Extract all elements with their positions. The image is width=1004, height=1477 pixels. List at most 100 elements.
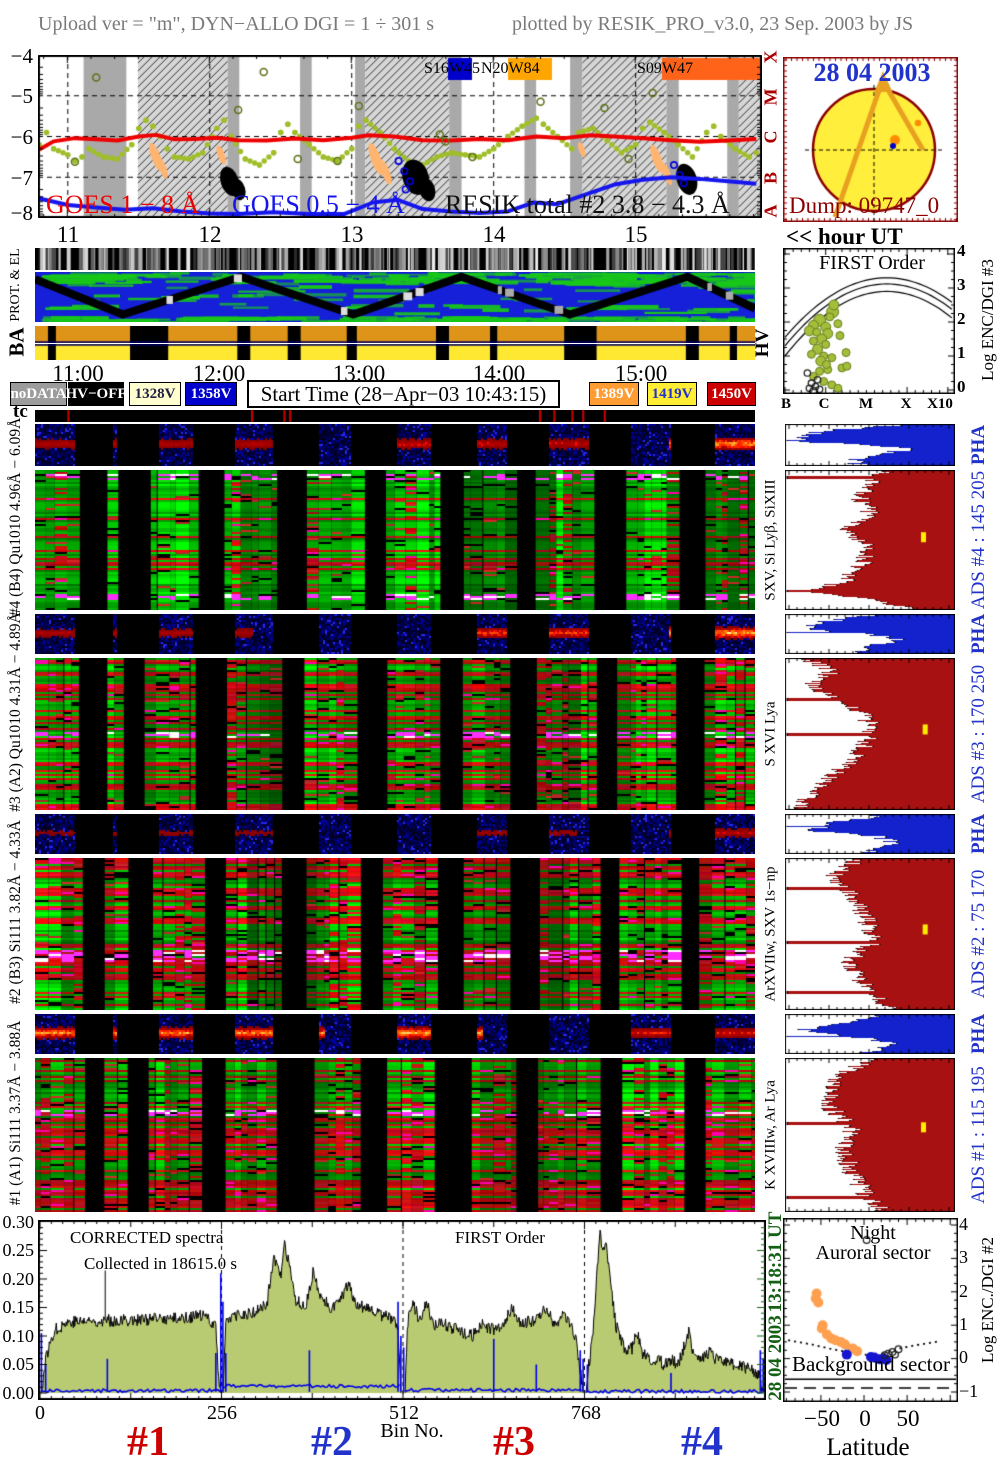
aurora-ytick: −1: [959, 1381, 979, 1401]
pha-label-ch3: PHA: [968, 613, 989, 655]
aurora-ylabel: Log ENC./DGI #2: [978, 1236, 997, 1364]
sun-disk-panel: [783, 57, 958, 222]
spectrum-ytick: 0.25: [2, 1240, 35, 1260]
tc-strip: [35, 410, 755, 422]
histogram-ch3-ads: [785, 658, 955, 810]
legend-box-text: HV−OFF: [65, 385, 127, 402]
histogram-ch1-pha: [785, 1014, 955, 1054]
fo-ylabel: Log ENC/DGI #3: [978, 259, 997, 381]
aurora-ytick: 4: [959, 1214, 968, 1234]
hour-tick: 12: [198, 222, 222, 247]
fo-ytick: 1: [957, 343, 966, 362]
goes-ytick: −6: [10, 125, 33, 149]
legend-goes-1-8: GOES 1 − 8 Å: [46, 190, 200, 219]
histogram-ch3-pha: [785, 614, 955, 654]
time-tick: 15:00: [614, 361, 668, 386]
spectrogram-ch4-pha: [35, 424, 755, 466]
spectrogram-ch3-main: [35, 658, 755, 810]
fo-xtick: M: [858, 396, 874, 412]
fo-xtick: C: [818, 396, 830, 412]
spectrogram-ch4-main: [35, 470, 755, 610]
histogram-ch2-pha: [785, 814, 955, 854]
goes-ytick: −8: [10, 201, 33, 225]
fo-ytick: 0: [957, 377, 966, 396]
goes-class-c: C: [760, 130, 781, 144]
goes-class-m: M: [760, 88, 781, 106]
channel-label-ch4: #4 (B4) Qu1010 4.96Å − 6.09Å: [7, 417, 24, 617]
tc-label: tc: [13, 401, 28, 422]
pha-label-ch2: PHA: [968, 813, 989, 855]
hour-ut-label: << hour UT: [786, 224, 903, 249]
spectrogram-ch2-pha: [35, 814, 755, 854]
background-sector-label: Background sector: [791, 1352, 951, 1376]
hour-tick: 14: [482, 222, 506, 247]
header-plotted-by: plotted by RESIK_PRO_v3.0, 23 Sep. 2003 …: [512, 13, 914, 35]
ads-label-ch3: ADS #3 : 170 250: [968, 664, 989, 804]
line-ids-ch4: SXV, Si Lyβ, SiXIII: [762, 479, 779, 601]
legend-box-1328v: 1328V: [129, 382, 181, 406]
legend-box-text: 1328V: [134, 385, 176, 402]
spectrum-ytick: 0.10: [2, 1326, 35, 1346]
spectrogram-ch3-pha: [35, 614, 755, 654]
corrected-spectra-label: CORRECTED spectra: [70, 1228, 224, 1247]
legend-box-hv-off: HV−OFF: [65, 382, 127, 406]
aurora-ytick: 0: [959, 1347, 968, 1367]
legend-resik-total: RESIK total #2 3.8 − 4.3 Å: [445, 190, 730, 219]
aurora-xtick: 50: [896, 1406, 920, 1431]
aurora-ytick: 3: [959, 1247, 968, 1267]
fo-xtick: X: [900, 396, 912, 412]
legend-box-text: 1419V: [651, 385, 693, 402]
corrected-spectra-chart: [38, 1220, 766, 1400]
channel-label-ch3: #3 (A2) Qu1010 4.31Å − 4.89Å: [7, 612, 24, 812]
ads-label-ch1: ADS #1 : 115 195: [968, 1066, 989, 1204]
aurora-ytick: 2: [959, 1281, 968, 1301]
spectrogram-ch2-main: [35, 858, 755, 1010]
ba-strip-yellow: [35, 344, 755, 360]
goes-class-b: B: [760, 171, 781, 185]
hour-tick: 15: [624, 222, 648, 247]
legend-box-1419v: 1419V: [647, 382, 697, 406]
goes-class-x: X: [760, 50, 781, 64]
spectrum-ytick: 0.30: [2, 1212, 35, 1232]
histogram-ch4-ads: [785, 470, 955, 610]
pha-label-ch1: PHA: [968, 1013, 989, 1055]
ads-label-ch2: ADS #2 : 75 170: [968, 869, 989, 999]
legend-box-text: 1450V: [711, 385, 752, 402]
fo-xtick: B: [780, 396, 792, 412]
legend-box-text: 1389V: [593, 385, 635, 402]
first-order-title: FIRST Order: [819, 252, 925, 274]
fo-xtick: X10: [927, 396, 953, 412]
time-tick: 12:00: [192, 361, 246, 386]
hour-tick: 11: [56, 222, 80, 247]
legend-box-1450v: 1450V: [707, 382, 756, 406]
spectrum-xtick: 0: [35, 1402, 45, 1424]
bin-no-label: Bin No.: [380, 1420, 444, 1442]
aurora-ytick: 1: [959, 1314, 968, 1334]
goes-ytick: −4: [10, 44, 33, 68]
flare-label: S09W47: [637, 60, 693, 77]
start-time-text: Start Time (28−Apr−03 10:43:15): [260, 381, 547, 406]
histogram-ch1-ads: [785, 1058, 955, 1212]
section-label-3: #3: [493, 1419, 535, 1465]
spectrum-ytick: 0.15: [2, 1297, 35, 1317]
fo-ytick: 4: [957, 241, 966, 260]
aurora-scatter: [783, 1218, 958, 1402]
line-ids-ch2: ArXVIIw, SXV 1s−np: [762, 866, 779, 1002]
goes-ytick: −5: [10, 84, 33, 108]
flare-label: N20W84: [481, 60, 540, 77]
spectrogram-ch1-pha: [35, 1014, 755, 1054]
ads-label-ch4: ADS #4 : 145 205: [968, 470, 989, 610]
spectrum-ytick: 0.05: [2, 1354, 35, 1374]
spectrum-xtick: 256: [207, 1402, 237, 1424]
goes-class-a: A: [760, 204, 781, 218]
aurora-title-sector: Auroral sector: [815, 1242, 931, 1264]
legend-box-1389v: 1389V: [589, 382, 639, 406]
spectrum-ytick: 0.00: [2, 1383, 35, 1403]
ba-label: BA: [4, 327, 29, 357]
collected-time-label: Collected in 18615.0 s: [84, 1254, 237, 1273]
fo-ytick: 2: [957, 309, 966, 328]
latitude-label: Latitude: [826, 1434, 910, 1461]
time-tick: 11:00: [52, 361, 104, 386]
aurora-xtick: −50: [804, 1406, 840, 1431]
